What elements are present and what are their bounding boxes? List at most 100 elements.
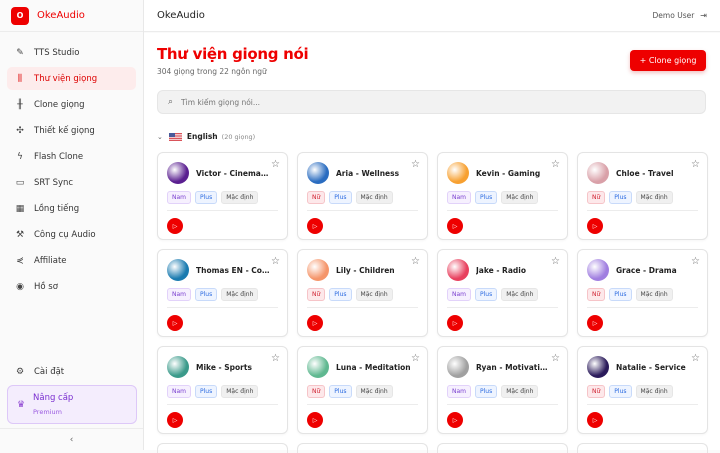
divider <box>587 404 698 405</box>
voice-name: Lily - Children <box>336 266 395 275</box>
sidebar-item-hồ-sơ[interactable]: ◉ Hồ sơ <box>7 275 136 298</box>
tier-badge: Plus <box>329 288 352 301</box>
tier-badge: Plus <box>609 385 632 398</box>
play-button[interactable]: ▷ <box>587 218 603 234</box>
gender-badge: Nữ <box>587 288 606 301</box>
tier-badge: Plus <box>329 385 352 398</box>
voice-card[interactable]: Lily - Children ☆ Nữ Plus Mặc định ▷ <box>297 249 428 337</box>
voice-card-partial[interactable] <box>157 443 288 453</box>
favorite-star-icon[interactable]: ☆ <box>691 353 700 364</box>
favorite-star-icon[interactable]: ☆ <box>551 353 560 364</box>
play-button[interactable]: ▷ <box>167 315 183 331</box>
style-badge: Mặc định <box>221 191 259 204</box>
sidebar-item-flash-clone[interactable]: ϟ Flash Clone <box>7 145 136 168</box>
sidebar-item-tts-studio[interactable]: ✎ TTS Studio <box>7 41 136 64</box>
voice-avatar <box>307 356 329 378</box>
sidebar-item-lồng-tiếng[interactable]: ▦ Lồng tiếng <box>7 197 136 220</box>
user-name[interactable]: Demo User <box>652 11 695 20</box>
play-button[interactable]: ▷ <box>307 315 323 331</box>
play-button[interactable]: ▷ <box>307 218 323 234</box>
voice-card[interactable]: Jake - Radio ☆ Nam Plus Mặc định ▷ <box>437 249 568 337</box>
gender-badge: Nam <box>167 385 192 398</box>
sidebar-item-label: Công cụ Audio <box>34 229 96 240</box>
sidebar-item-settings[interactable]: ⚙ Cài đặt <box>7 360 136 383</box>
voice-avatar <box>447 356 469 378</box>
voice-tags: Nam Plus Mặc định <box>447 288 539 301</box>
logo: O <box>11 6 29 25</box>
play-button[interactable]: ▷ <box>447 218 463 234</box>
tier-badge: Plus <box>195 385 218 398</box>
voice-grid: Victor - Cinematic ☆ Nam Plus Mặc định ▷… <box>157 152 708 453</box>
clone-voice-button[interactable]: + Clone giọng <box>630 50 706 71</box>
voice-card[interactable]: Thomas EN - Corporate ☆ Nam Plus Mặc địn… <box>157 249 288 337</box>
voice-card[interactable]: Luna - Meditation ☆ Nữ Plus Mặc định ▷ <box>297 346 428 434</box>
sidebar-item-srt-sync[interactable]: ▭ SRT Sync <box>7 171 136 194</box>
voice-avatar <box>167 259 189 281</box>
voice-avatar <box>167 162 189 184</box>
sidebar-item-label: TTS Studio <box>34 47 80 58</box>
favorite-star-icon[interactable]: ☆ <box>271 256 280 267</box>
favorite-star-icon[interactable]: ☆ <box>271 159 280 170</box>
favorite-star-icon[interactable]: ☆ <box>691 256 700 267</box>
play-button[interactable]: ▷ <box>167 218 183 234</box>
voice-card[interactable]: Ryan - Motivational ☆ Nam Plus Mặc định … <box>437 346 568 434</box>
voice-card[interactable]: Kevin - Gaming ☆ Nam Plus Mặc định ▷ <box>437 152 568 240</box>
upgrade-button[interactable]: ♛ Nâng cấp Premium <box>7 385 137 424</box>
play-button[interactable]: ▷ <box>167 412 183 428</box>
sidebar-item-clone-giọng[interactable]: ╫ Clone giọng <box>7 93 136 116</box>
voice-card-partial[interactable] <box>577 443 708 453</box>
voice-card-partial[interactable] <box>297 443 428 453</box>
play-button[interactable]: ▷ <box>587 315 603 331</box>
sidebar-item-công-cụ-audio[interactable]: ⚒ Công cụ Audio <box>7 223 136 246</box>
sidebar: O OkeAudio ✎ TTS Studio ⫼ Thư viện giọng ╫ Cl… <box>0 0 144 450</box>
sidebar-item-thư-viện-giọng[interactable]: ⫼ Thư viện giọng <box>7 67 136 90</box>
voice-card[interactable]: Natalie - Service ☆ Nữ Plus Mặc định ▷ <box>577 346 708 434</box>
voice-tags: Nam Plus Mặc định <box>167 191 259 204</box>
voice-tags: Nam Plus Mặc định <box>447 191 539 204</box>
collapse-sidebar-button[interactable]: ‹ <box>0 428 143 450</box>
style-badge: Mặc định <box>635 385 673 398</box>
voice-tags: Nữ Plus Mặc định <box>307 288 393 301</box>
logout-icon[interactable]: ⇥ <box>700 11 707 20</box>
favorite-star-icon[interactable]: ☆ <box>551 256 560 267</box>
favorite-star-icon[interactable]: ☆ <box>271 353 280 364</box>
divider <box>307 307 418 308</box>
voice-tags: Nam Plus Mặc định <box>447 385 539 398</box>
favorite-star-icon[interactable]: ☆ <box>411 353 420 364</box>
play-icon: ▷ <box>172 319 178 327</box>
sidebar-item-label: Hồ sơ <box>34 281 58 292</box>
gender-badge: Nữ <box>307 191 326 204</box>
gear-icon: ⚙ <box>15 366 25 377</box>
play-button[interactable]: ▷ <box>447 315 463 331</box>
play-button[interactable]: ▷ <box>447 412 463 428</box>
topbar: OkeAudio Demo User ⇥ <box>144 0 720 32</box>
voice-card[interactable]: Aria - Wellness ☆ Nữ Plus Mặc định ▷ <box>297 152 428 240</box>
favorite-star-icon[interactable]: ☆ <box>551 159 560 170</box>
favorite-star-icon[interactable]: ☆ <box>691 159 700 170</box>
sidebar-item-affiliate[interactable]: ⋞ Affiliate <box>7 249 136 272</box>
style-badge: Mặc định <box>355 288 393 301</box>
divider <box>167 404 278 405</box>
play-button[interactable]: ▷ <box>307 412 323 428</box>
voice-card-partial[interactable] <box>437 443 568 453</box>
voice-name: Natalie - Service <box>616 363 686 372</box>
chevron-down-icon[interactable]: ⌄ <box>157 132 163 141</box>
play-button[interactable]: ▷ <box>587 412 603 428</box>
voice-tags: Nam Plus Mặc định <box>167 288 259 301</box>
favorite-star-icon[interactable]: ☆ <box>411 159 420 170</box>
divider <box>307 404 418 405</box>
language-group-header[interactable]: ⌄ English (20 giọng) <box>157 132 255 141</box>
voice-card[interactable]: Victor - Cinematic ☆ Nam Plus Mặc định ▷ <box>157 152 288 240</box>
gender-badge: Nam <box>167 288 192 301</box>
voice-card[interactable]: Chloe - Travel ☆ Nữ Plus Mặc định ▷ <box>577 152 708 240</box>
share-icon: ⋞ <box>16 255 24 266</box>
voice-avatar <box>307 162 329 184</box>
favorite-star-icon[interactable]: ☆ <box>411 256 420 267</box>
voice-card[interactable]: Mike - Sports ☆ Nam Plus Mặc định ▷ <box>157 346 288 434</box>
sidebar-item-thiết-kế-giọng[interactable]: ✣ Thiết kế giọng <box>7 119 136 142</box>
search-input[interactable] <box>181 97 662 107</box>
voice-card[interactable]: Grace - Drama ☆ Nữ Plus Mặc định ▷ <box>577 249 708 337</box>
sidebar-item-label: Lồng tiếng <box>34 203 80 214</box>
play-icon: ▷ <box>172 416 178 424</box>
brand[interactable]: O OkeAudio <box>0 0 143 32</box>
